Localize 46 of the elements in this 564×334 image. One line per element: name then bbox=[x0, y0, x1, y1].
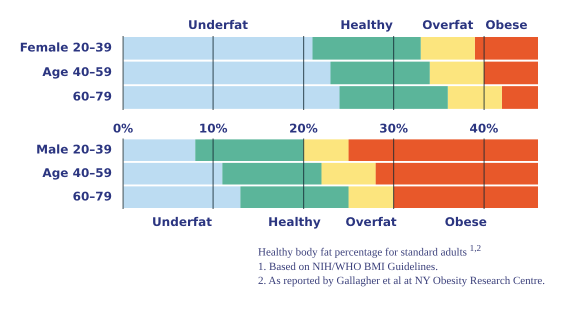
y-tick-label: 60–79 bbox=[72, 90, 112, 104]
bar bbox=[195, 139, 304, 161]
text: 1. Based on NIH/WHO BMI Guidelines. bbox=[258, 260, 439, 274]
series-label: Obese bbox=[444, 215, 487, 230]
bar bbox=[430, 62, 484, 84]
x-tick-label: 20% bbox=[289, 121, 318, 136]
bar bbox=[312, 36, 421, 60]
bar bbox=[376, 162, 538, 185]
series-label: Overfat bbox=[422, 18, 474, 32]
bar bbox=[348, 139, 538, 161]
series-label: Obese bbox=[485, 18, 528, 32]
bar bbox=[340, 86, 448, 109]
bar bbox=[124, 36, 312, 60]
x-tick-label: 10% bbox=[198, 121, 228, 136]
bar bbox=[394, 186, 538, 208]
series-label: Healthy bbox=[268, 215, 321, 230]
bar bbox=[124, 139, 196, 161]
bar bbox=[124, 162, 222, 185]
bar bbox=[124, 186, 240, 208]
y-tick-label: Age 40–59 bbox=[42, 166, 112, 180]
bar bbox=[124, 62, 330, 84]
y-tick-label: Male 20–39 bbox=[36, 142, 112, 156]
y-tick-label: Female 20–39 bbox=[20, 40, 112, 54]
text: Healthy body fat percentage for standard adults $^{1,2}$ bbox=[258, 242, 482, 260]
text: 2. As reported by Gallagher et al at NY Obesity Research Centre. bbox=[258, 274, 546, 288]
bar bbox=[448, 86, 502, 109]
bar bbox=[502, 86, 538, 109]
bar bbox=[420, 36, 475, 60]
bar bbox=[303, 139, 349, 161]
x-tick-label: 0% bbox=[112, 121, 134, 136]
bar bbox=[330, 62, 430, 84]
x-tick-label: 30% bbox=[379, 121, 408, 136]
bar bbox=[321, 162, 376, 185]
bar bbox=[240, 186, 349, 208]
y-tick-label: 60–79 bbox=[72, 189, 112, 204]
y-tick-label: Age 40–59 bbox=[42, 65, 112, 80]
bar bbox=[124, 86, 340, 109]
series-label: Healthy bbox=[340, 18, 394, 32]
series-label: Overfat bbox=[346, 215, 397, 230]
series-label: Underfat bbox=[188, 18, 248, 32]
bar bbox=[348, 186, 394, 208]
bar bbox=[474, 36, 538, 60]
x-tick-label: 40% bbox=[470, 121, 498, 136]
series-label: Underfat bbox=[152, 215, 212, 230]
bar bbox=[484, 62, 538, 84]
bar bbox=[222, 162, 322, 185]
